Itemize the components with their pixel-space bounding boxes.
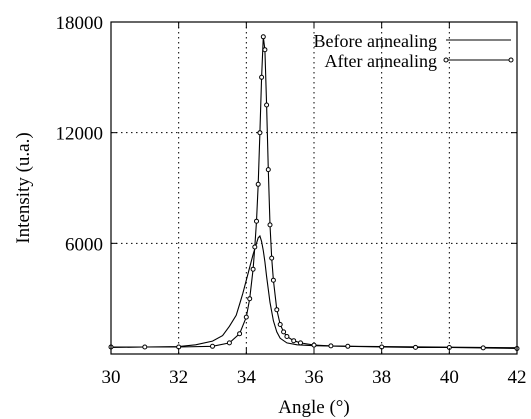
data-point-after-annealing xyxy=(226,340,232,346)
legend-marker-after-end xyxy=(508,57,514,63)
y-tick-label: 6000 xyxy=(65,234,103,255)
x-tick-label: 40 xyxy=(440,367,459,388)
data-point-after-annealing xyxy=(250,266,256,272)
data-point-after-annealing xyxy=(267,222,273,228)
data-point-after-annealing xyxy=(345,343,351,349)
data-point-after-annealing xyxy=(262,47,268,53)
x-axis-title: Angle (°) xyxy=(278,397,349,418)
legend-marker-after-start xyxy=(443,57,449,63)
series-layer xyxy=(108,34,520,351)
x-tick-label: 42 xyxy=(508,367,527,388)
data-point-after-annealing xyxy=(311,342,317,348)
data-point-after-annealing xyxy=(291,338,297,344)
data-point-after-annealing xyxy=(269,255,275,261)
data-point-after-annealing xyxy=(259,74,265,80)
data-point-after-annealing xyxy=(254,218,259,224)
legend-label-before: Before annealing xyxy=(314,31,437,51)
data-point-after-annealing xyxy=(480,345,486,351)
data-point-after-annealing xyxy=(237,331,243,337)
data-point-after-annealing xyxy=(265,167,271,173)
legend-label-after: After annealing xyxy=(325,51,437,71)
ticks: 30 32 34 36 38 40 42 6000 12000 18000 xyxy=(56,13,527,388)
data-point-after-annealing xyxy=(413,344,418,350)
y-tick-label: 12000 xyxy=(56,124,104,145)
data-point-after-annealing xyxy=(264,102,270,108)
data-point-after-annealing xyxy=(298,340,303,346)
data-point-after-annealing xyxy=(260,34,266,40)
data-point-after-annealing xyxy=(257,130,263,136)
x-tick-label: 30 xyxy=(102,367,121,388)
x-tick-label: 36 xyxy=(305,367,324,388)
data-point-after-annealing xyxy=(284,334,290,339)
data-point-after-annealing xyxy=(281,329,287,335)
data-point-after-annealing xyxy=(255,181,261,187)
data-point-after-annealing xyxy=(210,343,215,349)
x-tick-label: 38 xyxy=(372,367,391,388)
data-point-after-annealing xyxy=(252,244,258,250)
x-tick-label: 34 xyxy=(237,367,257,388)
data-point-after-annealing xyxy=(277,322,283,327)
data-point-after-annealing xyxy=(243,314,249,320)
legend: Before annealing After annealing xyxy=(314,31,514,71)
data-point-after-annealing xyxy=(247,296,253,302)
series-line-before-annealing xyxy=(110,234,518,349)
x-tick-label: 32 xyxy=(169,367,188,388)
data-point-after-annealing xyxy=(270,277,276,283)
data-point-after-annealing xyxy=(142,344,148,350)
data-point-after-annealing xyxy=(274,307,280,313)
data-point-after-annealing xyxy=(328,343,334,349)
y-tick-label: 18000 xyxy=(56,13,104,34)
grid xyxy=(111,22,517,354)
y-axis-title: Intensity (u.a.) xyxy=(13,132,34,243)
